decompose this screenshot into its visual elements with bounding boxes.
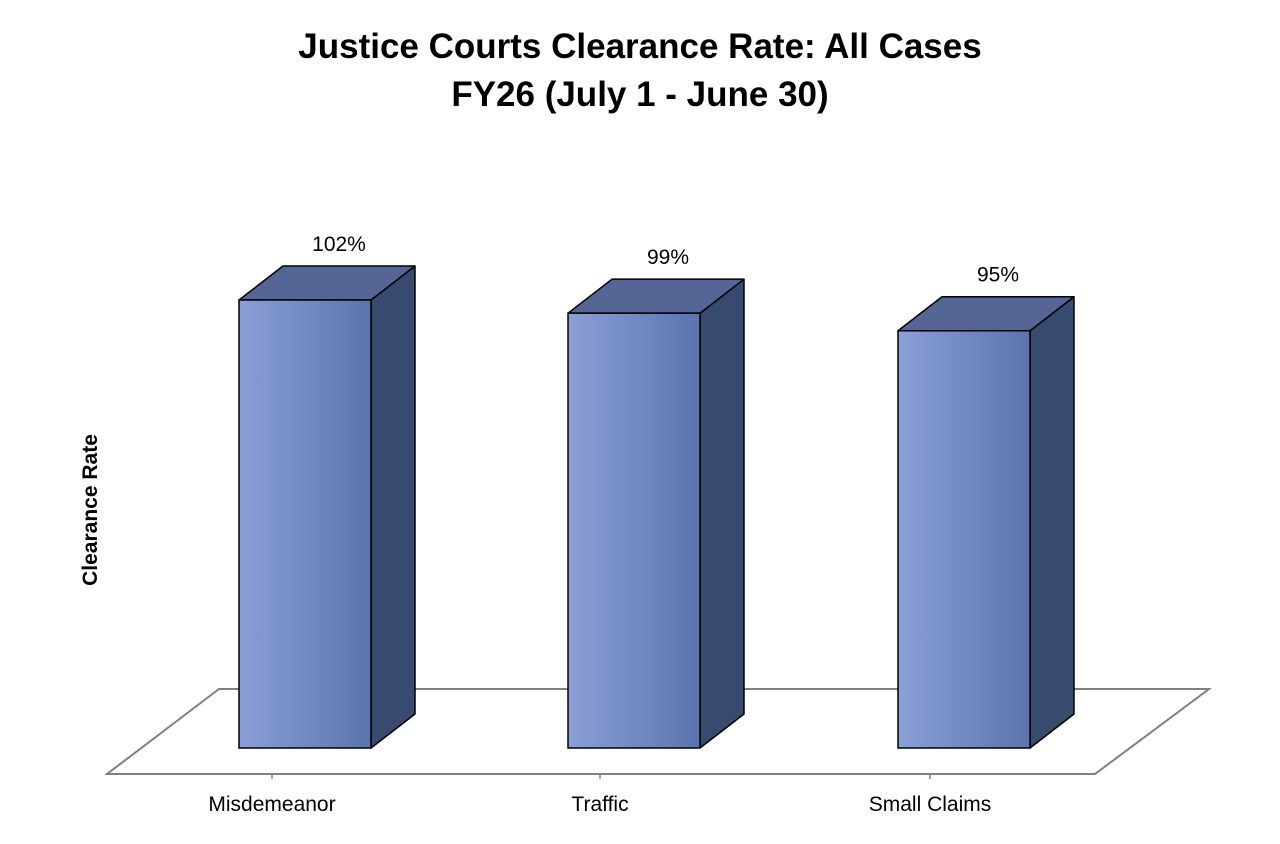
x-tick-label: Misdemeanor bbox=[208, 793, 335, 816]
bar-side-face bbox=[699, 278, 745, 749]
x-tick-label: Small Claims bbox=[869, 793, 992, 816]
bar bbox=[897, 295, 1075, 749]
bars-group: 102% 99% 95% bbox=[238, 233, 1075, 749]
chart-subtitle: FY26 (July 1 - June 30) bbox=[451, 75, 828, 114]
data-label: 102% bbox=[312, 233, 366, 256]
chart-title: Justice Courts Clearance Rate: All Cases bbox=[298, 27, 981, 66]
bar-front-face bbox=[238, 299, 372, 749]
x-tick-label: Traffic bbox=[571, 793, 628, 816]
data-label: 95% bbox=[977, 264, 1019, 287]
data-label: 99% bbox=[647, 246, 689, 269]
y-axis-title: Clearance Rate bbox=[79, 434, 102, 586]
bar bbox=[567, 278, 745, 749]
bar bbox=[238, 265, 416, 749]
bar-side-face bbox=[370, 265, 416, 749]
bar-front-face bbox=[897, 329, 1031, 749]
bar-side-face bbox=[1029, 295, 1075, 749]
bar-front-face bbox=[567, 312, 701, 749]
x-tick-labels: Misdemeanor Traffic Small Claims bbox=[208, 793, 991, 816]
